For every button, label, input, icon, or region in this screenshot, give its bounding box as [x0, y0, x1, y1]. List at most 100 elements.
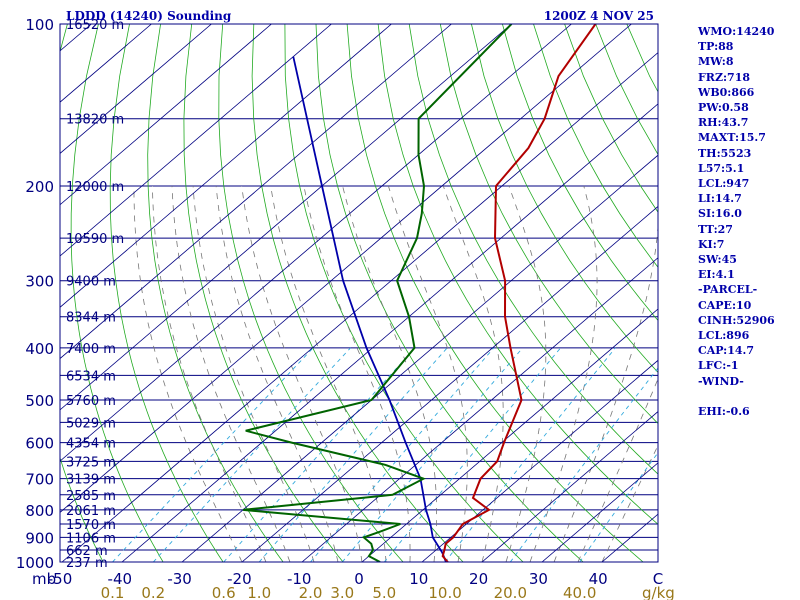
height-label: 10590 m: [66, 232, 124, 247]
pressure-tick-label: 800: [25, 502, 54, 520]
stat-line: CAP:14.7: [698, 344, 755, 358]
mixing-ratio-tick-label: 1.0: [247, 584, 271, 600]
stat-line: EHI:-0.6: [698, 405, 750, 419]
dry-adiabat-line: [183, 24, 344, 562]
mixing-ratio-tick-label: 2.0: [299, 584, 323, 600]
mixing-ratio-line: [112, 347, 314, 562]
isotherm-line: [181, 154, 658, 562]
mixing-ratio-tick-label: 0.6: [212, 584, 236, 600]
height-label: 237 m: [66, 556, 108, 571]
moist-adiabat-line: [342, 185, 437, 562]
dry-adiabat-line: [284, 24, 524, 562]
pressure-tick-label: 900: [25, 529, 54, 547]
stat-line: [698, 389, 798, 404]
pressure-tick-label: 400: [25, 340, 54, 358]
height-label: 5029 m: [66, 416, 116, 431]
isotherm-line: [481, 411, 658, 562]
height-label: 662 m: [66, 544, 108, 559]
sounding-traces: [242, 24, 597, 562]
isotherm-line: [60, 24, 332, 257]
height-label: 4354 m: [66, 437, 116, 452]
temperature-tick-label: 40: [589, 570, 608, 588]
chart-title: LDDD (14240) Sounding: [66, 9, 232, 23]
moist-adiabat-line: [270, 185, 387, 562]
dry-adiabat-line: [109, 24, 224, 562]
stat-line: RH:43.7: [698, 116, 749, 130]
dry-adiabat-line: [502, 24, 658, 322]
mixing-ratio-tick-label: 40.0: [563, 584, 596, 600]
height-label: 6534 m: [66, 369, 116, 384]
moist-adiabat-line: [529, 185, 598, 562]
moist-adiabat-line: [133, 186, 243, 562]
moist-adiabat-line: [505, 185, 547, 562]
mixing-ratio-tick-label: 0.2: [141, 584, 165, 600]
mixing-ratio-tick-label: 10.0: [428, 584, 461, 600]
stat-line: MAXT:15.7: [698, 131, 766, 145]
parcel-trace: [292, 56, 447, 562]
stat-line: CAPE:10: [698, 298, 752, 312]
moist-adiabat-line: [577, 377, 658, 562]
plot-background: [60, 24, 658, 562]
mixing-ratio-line: [152, 347, 351, 562]
temperature-tick-label: 0: [354, 570, 364, 588]
isotherm-line: [361, 308, 658, 562]
temperature-tick-label: -20: [227, 570, 252, 588]
height-label: 9400 m: [66, 275, 116, 290]
dry-adiabat-line: [439, 24, 658, 425]
stat-line: CINH:52906: [698, 313, 775, 327]
stat-line: KI:7: [698, 237, 725, 251]
isotherm-line: [60, 24, 572, 462]
mixing-ratio-tick-labels: 0.1 0.2 0.6 1.0 2.0 3.0 5.0 10.0 20.0 40.0: [101, 584, 597, 600]
height-label: 2061 m: [66, 504, 116, 519]
isotherm-lines: [60, 24, 658, 562]
isotherm-line: [241, 205, 658, 562]
dry-adiabat-line: [346, 24, 644, 562]
isotherm-line: [541, 462, 658, 562]
stat-line: -WIND-: [698, 374, 744, 388]
isotherm-line: [60, 24, 212, 154]
height-label: 13820 m: [66, 113, 124, 128]
pressure-tick-label: 600: [25, 435, 54, 453]
height-label: 2585 m: [66, 489, 116, 504]
height-label: 16520 m: [66, 18, 124, 33]
isotherm-line: [60, 24, 452, 360]
stat-line: WMO:14240: [698, 25, 775, 38]
stat-line: -PARCEL-: [698, 283, 758, 297]
stat-line: LI:14.7: [698, 192, 742, 206]
isotherm-line: [421, 359, 658, 562]
height-label: 8344 m: [66, 311, 116, 326]
pressure-tick-label: 500: [25, 392, 54, 410]
stat-line: TP:88: [698, 40, 734, 54]
stat-line: MW:8: [698, 55, 734, 69]
height-label: 7400 m: [66, 342, 116, 357]
stat-line: SI:16.0: [698, 207, 742, 221]
temperature-tick-label: C: [653, 570, 663, 588]
pressure-tick-label: 1000: [16, 554, 54, 572]
pressure-tick-label: 700: [25, 471, 54, 489]
stat-line: PW:0.58: [698, 101, 749, 115]
stat-line: SW:45: [698, 253, 737, 267]
height-label: 1570 m: [66, 518, 116, 533]
dry-adiabat-line: [70, 24, 164, 562]
moist-adiabat-line: [192, 185, 315, 562]
moist-adiabat-line: [601, 444, 658, 562]
temperature-tick-label: -30: [167, 570, 192, 588]
pressure-tick-label: 200: [25, 178, 54, 196]
dry-adiabat-line: [533, 24, 658, 268]
moist-adiabat-line: [303, 185, 411, 562]
dry-adiabat-line: [408, 24, 658, 475]
isotherm-line: [61, 52, 658, 562]
moist-adiabat-line: [241, 185, 363, 562]
stats-panel: WMO:14240 TP:88 MW:8 FRZ:718 WB0:866 PW:0.58 R…: [698, 24, 798, 419]
mixing-ratio-unit-label: g/kg: [642, 584, 675, 600]
isotherm-line: [60, 24, 272, 206]
temperature-tick-labels: -50 -40 -30 -20 -10 0 10 20 30 40 C: [48, 570, 663, 588]
pressure-tick-label: 100: [25, 16, 54, 34]
isotherm-line: [121, 103, 658, 562]
mixing-ratio-line: [444, 347, 616, 562]
stat-line: WB0:866: [698, 85, 755, 99]
pressure-tick-labels: 100 200 300 400 500 600 700 800 900 1000: [16, 16, 54, 572]
mixing-ratio-tick-label: 0.1: [101, 584, 125, 600]
temperature-tick-label: -50: [48, 570, 73, 588]
height-label: 12000 m: [66, 180, 124, 195]
